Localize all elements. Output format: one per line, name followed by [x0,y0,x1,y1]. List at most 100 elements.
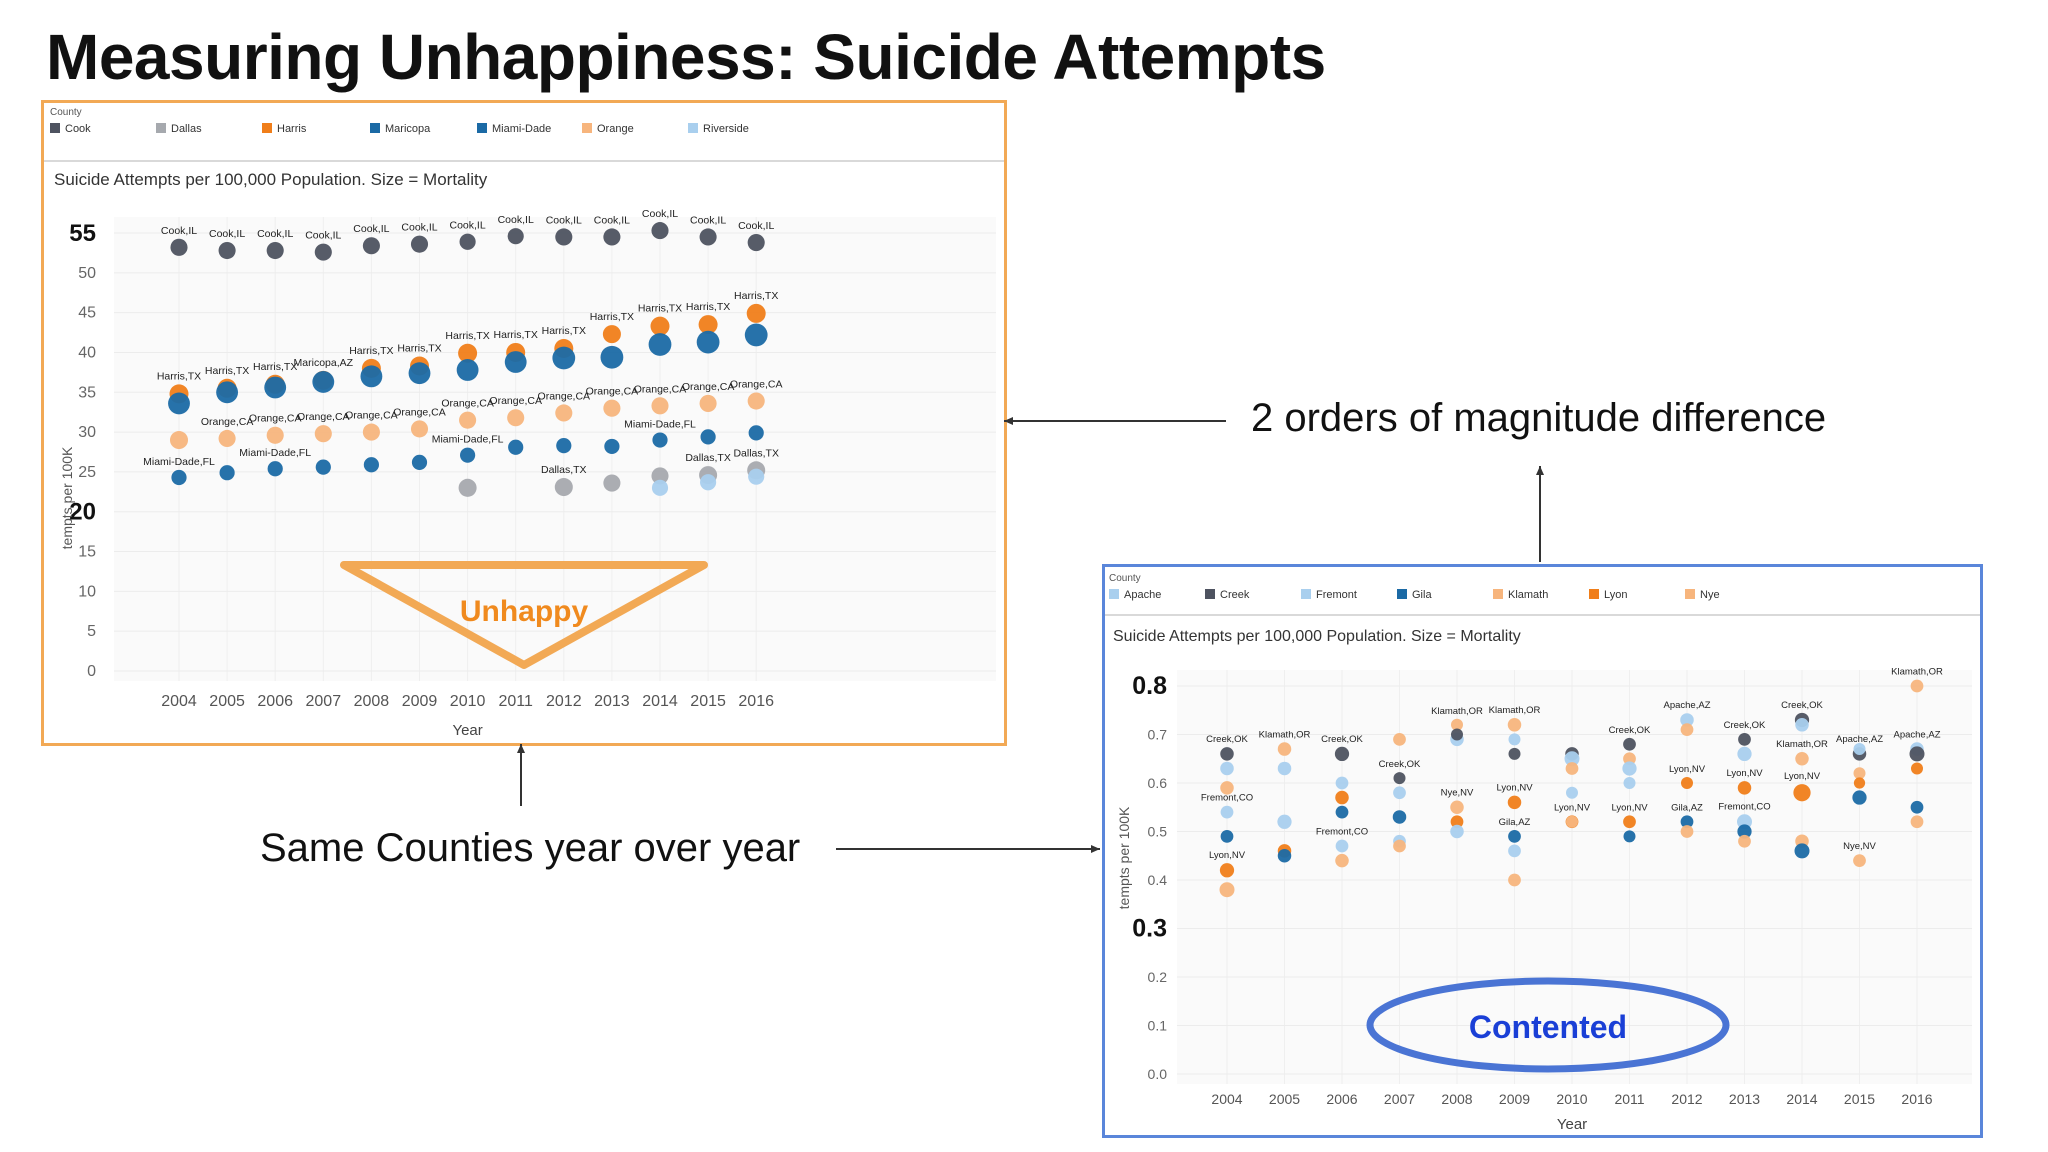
data-point-orange [603,399,621,417]
y-tick-label: 0.7 [1148,727,1168,743]
data-point-klamath [1623,752,1636,766]
legend-swatch-dallas [156,123,166,133]
data-point-miami-dade [556,438,572,454]
data-point-harris [746,303,766,323]
legend-label-maricopa: Maricopa [385,123,431,135]
data-point-cook [747,234,765,252]
data-point-maricopa [504,351,527,373]
data-point-klamath [1277,742,1292,756]
data-label: Apache,AZ [1836,734,1883,745]
data-point-creek [1738,732,1751,746]
legend-label-gila: Gila [1412,589,1432,601]
data-point-miami-dade [508,439,524,455]
data-label: Lyon,NV [1726,768,1763,779]
data-point-maricopa [600,345,624,369]
data-point-creek [1909,746,1925,762]
data-label: Creek,OK [1321,734,1363,745]
y-tick-label: 40 [78,344,96,361]
data-point-orange [459,411,477,429]
data-point-nye [1508,873,1521,887]
y-tick-label: 0.8 [1132,672,1167,700]
data-point-maricopa [312,370,335,393]
data-point-cook [651,222,669,240]
legend-swatch-cook [50,123,60,133]
data-point-cook [410,235,429,253]
legend-swatch-lyon [1589,589,1599,599]
data-point-dallas [458,478,477,497]
data-point-fremont [1220,805,1234,819]
data-label: Cook,IL [690,214,726,226]
data-point-maricopa [360,365,383,388]
data-label: Dallas,TX [541,464,587,476]
data-label: Maricopa,AZ [294,357,354,369]
data-point-cook [314,243,332,261]
data-label: Lyon,NV [1669,764,1706,775]
legend-label-dallas: Dallas [171,123,202,135]
data-point-lyon [1335,790,1349,805]
y-tick-label: 10 [78,583,96,600]
data-point-nye [1450,800,1464,814]
data-label: Cook,IL [498,214,534,226]
data-label: Cook,IL [353,223,389,235]
data-point-creek [1451,728,1463,741]
data-label: Klamath,OR [1259,729,1311,740]
data-label: Dallas,TX [685,452,731,464]
data-point-maricopa [168,392,190,415]
data-point-orange [169,431,189,450]
data-label: Cook,IL [738,220,774,232]
data-point-gila [1680,815,1694,829]
legend-label-riverside: Riverside [703,123,749,135]
data-label: Miami-Dade,FL [432,434,504,446]
data-label: Dallas,TX [733,447,779,459]
data-point-maricopa [744,323,768,347]
data-point-creek [1220,747,1234,761]
legend-label-harris: Harris [277,123,307,135]
x-tick-label: 2016 [1901,1091,1932,1107]
x-tick-label: 2015 [690,693,726,710]
data-point-cook [218,241,236,260]
contented-chart-panel: County Apache Creek Fremont Gila Klamath Lyon N… [1102,564,1983,1138]
legend-label-nye: Nye [1700,589,1720,601]
data-point-harris [602,325,621,344]
y-tick-label: 45 [78,305,96,322]
slide-title: Measuring Unhappiness: Suicide Attempts [46,21,1326,93]
data-point-orange [362,423,380,441]
data-point-nye [1335,853,1349,868]
data-point-gila [1737,824,1752,839]
data-label: Cook,IL [305,230,341,242]
data-point-gila [1392,810,1407,824]
y-tick-label: 35 [78,384,96,401]
x-tick-label: 2012 [546,693,582,710]
data-point-apache [1508,733,1521,746]
data-point-apache [1795,718,1809,732]
data-point-miami-dade [652,432,668,448]
data-label: Orange,CA [489,395,542,407]
data-label: Harris,TX [157,370,201,382]
data-point-miami-dade [604,438,620,455]
data-label: Orange,CA [538,390,591,402]
legend-swatch-miami-dade [477,123,487,133]
data-point-lyon [1507,795,1522,810]
data-label: Harris,TX [494,329,538,341]
data-label: Miami-Dade,FL [624,418,696,430]
data-point-orange [266,426,284,444]
data-label: Harris,TX [445,330,489,342]
data-point-nye [1393,839,1406,853]
x-tick-label: 2008 [1441,1091,1472,1107]
data-point-orange [218,429,236,448]
legend-title: County [50,107,82,118]
x-tick-label: 2006 [1326,1091,1357,1107]
data-label: Harris,TX [734,290,778,302]
legend-swatch-nye [1685,589,1695,599]
y-tick-label: 25 [78,464,96,481]
data-point-fremont [1566,786,1578,799]
data-point-orange [747,392,765,410]
y-tick-label: 0.6 [1148,775,1168,791]
legend-swatch-gila [1397,589,1407,599]
data-point-gila [1852,790,1867,805]
data-point-cook [362,237,380,255]
x-axis-label: Year [1557,1116,1587,1133]
legend-swatch-klamath [1493,589,1503,599]
data-point-lyon [1450,815,1464,829]
data-label: Klamath,OR [1891,667,1943,678]
